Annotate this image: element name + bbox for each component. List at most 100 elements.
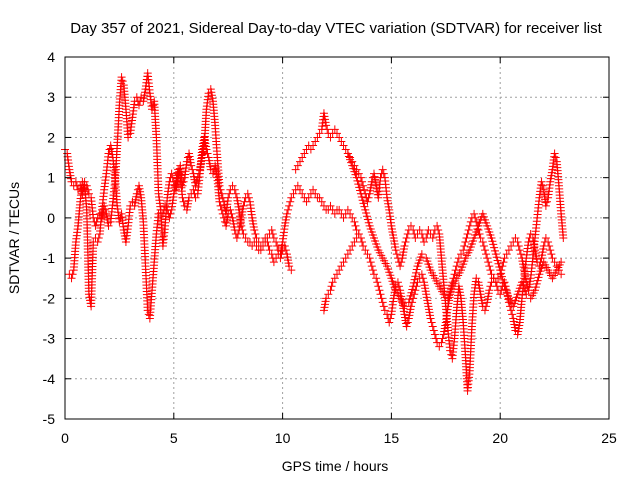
- data-point-marker: [352, 173, 361, 182]
- x-tick-labels: 0 5 10 15 20 25: [61, 430, 617, 446]
- data-point-marker: [333, 270, 341, 279]
- data-point-marker: [484, 258, 493, 267]
- data-point-marker: [409, 278, 418, 287]
- data-point-marker: [365, 254, 374, 263]
- data-point-marker: [489, 240, 498, 249]
- data-point-marker: [457, 250, 466, 259]
- y-tick-label: 3: [47, 89, 55, 105]
- data-point-marker: [256, 242, 265, 251]
- data-point-marker: [426, 314, 435, 323]
- data-point-marker: [412, 265, 421, 274]
- data-point-marker: [224, 193, 233, 202]
- data-point-marker: [406, 291, 415, 300]
- data-point-marker: [281, 246, 290, 255]
- data-point-marker: [252, 234, 261, 242]
- data-point-marker: [293, 181, 302, 190]
- data-point-marker: [428, 234, 437, 242]
- data-point-marker: [250, 225, 259, 234]
- data-point-marker: [175, 169, 184, 178]
- data-point-marker: [341, 254, 350, 263]
- data-point-marker: [311, 189, 320, 198]
- data-point-marker: [215, 197, 224, 206]
- data-point-marker: [548, 254, 557, 263]
- data-point-marker: [482, 250, 491, 259]
- data-point-marker: [352, 225, 361, 234]
- data-point-marker: [300, 149, 309, 158]
- data-point-marker: [315, 129, 324, 138]
- data-point-marker: [531, 283, 540, 292]
- data-point-marker: [415, 225, 424, 234]
- data-point-marker: [483, 254, 492, 263]
- data-point-marker: [557, 270, 566, 279]
- data-point-marker: [339, 141, 348, 150]
- data-point-marker: [217, 205, 226, 214]
- data-point-marker: [435, 342, 444, 351]
- data-point-marker: [78, 177, 87, 186]
- data-point-marker: [508, 310, 517, 319]
- data-point-marker: [363, 197, 372, 206]
- data-point-marker: [315, 193, 324, 202]
- data-point-marker: [335, 266, 344, 275]
- data-point-marker: [268, 229, 277, 238]
- data-point-marker: [333, 129, 341, 138]
- data-point-marker: [385, 318, 394, 327]
- data-point-marker: [417, 270, 426, 279]
- data-point-marker: [409, 282, 418, 291]
- data-point-marker: [395, 282, 404, 291]
- data-point-marker: [411, 234, 420, 242]
- data-point-marker: [91, 221, 100, 230]
- data-point-marker: [497, 269, 506, 278]
- data-point-marker: [428, 322, 437, 331]
- data-point-marker: [330, 125, 339, 134]
- data-point-marker: [358, 196, 367, 205]
- data-point-marker: [471, 213, 480, 222]
- data-point-marker: [430, 330, 439, 339]
- data-point-marker: [438, 334, 447, 343]
- data-point-marker: [357, 192, 366, 201]
- data-point-marker: [306, 145, 315, 154]
- data-point-marker: [227, 209, 236, 218]
- data-point-marker: [462, 234, 471, 242]
- data-point-marker: [542, 197, 551, 206]
- data-point-marker: [480, 306, 489, 315]
- data-point-marker: [346, 209, 355, 218]
- data-point-marker: [397, 258, 406, 267]
- data-point-marker: [118, 77, 127, 86]
- data-point-marker: [149, 101, 158, 110]
- data-point-marker: [366, 258, 375, 267]
- data-point-marker: [296, 185, 305, 194]
- data-point-marker: [302, 197, 311, 206]
- data-point-marker: [358, 238, 367, 247]
- data-point-marker: [94, 234, 103, 242]
- data-point-marker: [267, 225, 276, 234]
- data-point-marker: [161, 201, 170, 210]
- data-point-marker: [364, 193, 373, 202]
- data-point-marker: [488, 237, 497, 246]
- data-point-marker: [515, 246, 524, 255]
- data-point-marker: [287, 266, 296, 275]
- data-point-marker: [472, 217, 481, 226]
- data-point-marker: [322, 121, 331, 130]
- data-point-marker: [326, 286, 335, 295]
- data-point-marker: [507, 242, 516, 251]
- data-point-marker: [452, 262, 461, 271]
- data-point-marker: [410, 275, 419, 284]
- data-point-marker: [298, 189, 307, 198]
- data-point-marker: [507, 306, 516, 315]
- data-point-marker: [379, 302, 388, 311]
- data-point-marker: [557, 258, 566, 267]
- data-point-marker: [355, 183, 364, 192]
- data-point-marker: [369, 270, 378, 279]
- data-point-marker: [117, 73, 126, 82]
- data-point-marker: [182, 157, 191, 166]
- y-tick-label: 0: [47, 210, 55, 226]
- data-point-marker: [531, 286, 540, 295]
- data-point-marker: [280, 242, 289, 251]
- data-point-marker: [380, 306, 389, 315]
- data-point-marker: [400, 242, 409, 251]
- data-point-marker: [463, 229, 472, 238]
- data-point-marker: [335, 205, 344, 214]
- data-point-marker: [356, 234, 365, 242]
- data-point-marker: [486, 266, 495, 275]
